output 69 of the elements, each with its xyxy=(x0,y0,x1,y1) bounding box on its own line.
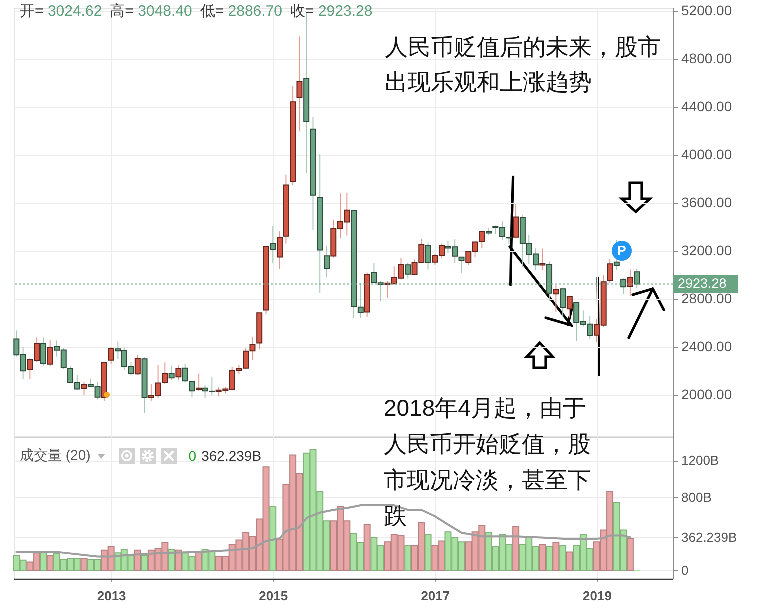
bar xyxy=(539,544,546,571)
y-tick-label: 4000.00 xyxy=(682,146,732,163)
candlestick xyxy=(196,373,202,392)
ref-line-label: 2923.28 xyxy=(678,276,727,292)
x-tick-label: 2019 xyxy=(583,588,612,604)
bar xyxy=(141,555,148,571)
x-tick-label: 2013 xyxy=(97,588,126,604)
bar xyxy=(404,545,412,571)
y-tick-label: 362.239B xyxy=(682,530,738,545)
annotation: 收= 2923.28 xyxy=(290,3,373,20)
candlestick xyxy=(168,365,175,381)
bar xyxy=(512,526,520,571)
candlestick xyxy=(540,248,546,271)
bar xyxy=(40,552,47,571)
candlestick xyxy=(560,287,566,318)
candlestick xyxy=(614,240,620,270)
bar xyxy=(80,558,88,571)
bar xyxy=(566,552,574,571)
bar xyxy=(46,555,54,571)
x-tick-label: 2015 xyxy=(259,588,288,604)
bar xyxy=(175,550,182,571)
y-tick-label: 800B xyxy=(682,490,712,505)
y-tick-label: 2400.00 xyxy=(682,338,732,355)
bar xyxy=(626,538,634,571)
candlestick xyxy=(425,242,432,270)
y-tick-label: 3200.00 xyxy=(682,242,732,259)
candlestick xyxy=(176,365,182,382)
annotation: P xyxy=(612,241,632,261)
candlestick xyxy=(607,259,614,284)
annotation: 人民币贬值后的未来，股市出现乐观和上涨趋势 xyxy=(385,32,662,96)
annotation: 0 xyxy=(188,448,197,464)
bar xyxy=(134,550,142,571)
y-tick-label: 2800.00 xyxy=(682,290,732,307)
bar xyxy=(424,534,432,571)
candlestick xyxy=(276,231,283,270)
candlestick xyxy=(81,382,88,396)
y-tick-label: 0 xyxy=(682,562,689,578)
candlestick xyxy=(47,340,54,366)
candlestick xyxy=(270,226,276,264)
candlestick xyxy=(553,284,560,313)
bar xyxy=(560,545,567,571)
bar xyxy=(546,546,554,571)
y-tick-label: 3600.00 xyxy=(682,194,732,211)
y-tick-label: 4800.00 xyxy=(682,50,732,67)
y-tick-label: 5200.00 xyxy=(682,2,732,18)
candlestick xyxy=(296,36,303,132)
candlestick xyxy=(458,256,465,274)
candlestick xyxy=(134,354,141,376)
bar xyxy=(364,524,371,571)
candlestick xyxy=(513,204,520,240)
annotation: 低= 2886.70 xyxy=(200,3,283,20)
bar xyxy=(270,506,277,571)
y-tick-label: 2000.00 xyxy=(682,386,732,403)
candlestick xyxy=(324,245,330,278)
annotation: 高= 3048.40 xyxy=(110,3,192,20)
candlestick xyxy=(506,236,512,246)
annotation: 362.239B xyxy=(202,448,262,464)
bar xyxy=(552,542,560,571)
y-tick-label: 4400.00 xyxy=(682,98,732,115)
candlestick xyxy=(108,346,114,365)
y-tick-label: 1200B xyxy=(682,453,720,468)
candlestick xyxy=(627,269,634,297)
annotation: 开= 3024.62 xyxy=(20,3,102,20)
annotation: 成交量 (20) xyxy=(20,447,91,465)
candlestick xyxy=(405,262,412,280)
line-series xyxy=(16,504,632,558)
annotation: 2018年4月起，由于人民币开始贬值，股市现况冷淡，甚至下跌 xyxy=(384,394,592,531)
candlestick xyxy=(40,337,46,366)
x-tick-label: 2017 xyxy=(421,588,450,604)
